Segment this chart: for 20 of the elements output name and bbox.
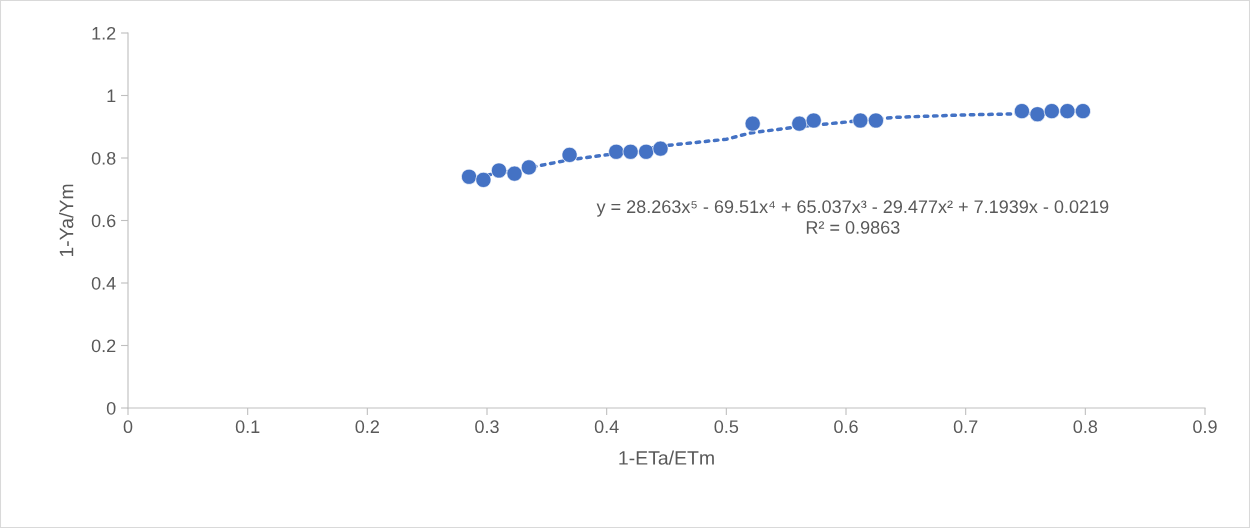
y-axis-title: 1-Ya/Ym [59,184,74,257]
x-tick-label: 0 [123,420,133,434]
y-tick-label: 1 [107,89,116,103]
y-tick-label: 0.4 [91,276,116,290]
x-tick-label: 0.3 [475,420,499,434]
x-tick-label: 0.6 [834,420,858,434]
annotation: y = 28.263x⁵ - 69.51x⁴ + 65.037x³ - 29.477x² + 7.1939x - 0.0219 R² = 0.9863 [596,200,1109,234]
y-tick-label: 1.2 [92,26,116,40]
x-tick-label: 0.7 [953,420,978,434]
x-tick-label: 0.9 [1193,420,1217,434]
x-axis-title: 1-ETa/ETm [619,450,714,465]
y-tick-label: 0.6 [91,214,116,228]
x-tick-label: 0.8 [1073,420,1098,434]
y-tick-label: 0.2 [91,339,116,353]
y-tick-label: 0.8 [91,151,116,165]
x-tick-label: 0.2 [355,420,379,434]
y-tick-label: 0 [106,401,116,415]
x-tick-label: 0.5 [714,420,739,434]
x-tick-label: 0.4 [594,420,619,434]
x-tick-label: 0.1 [235,420,260,434]
